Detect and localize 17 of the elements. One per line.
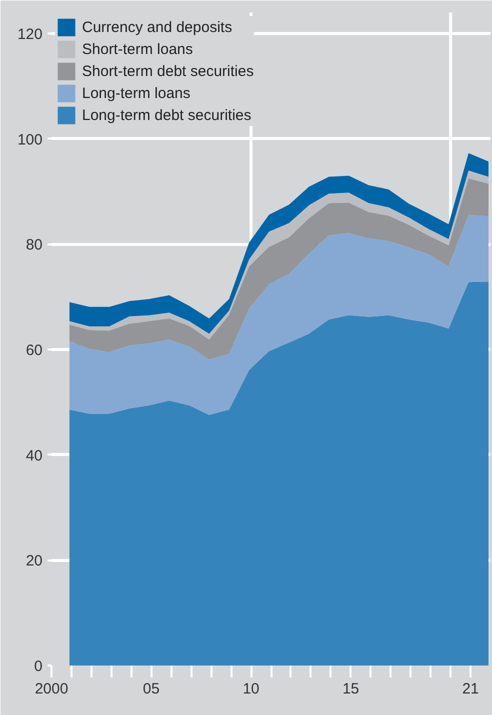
x-tick-label: 2000 — [34, 680, 68, 698]
y-tick-label: 100 — [17, 131, 43, 148]
y-tick-label: 120 — [17, 26, 43, 44]
legend-label: Currency and deposits — [82, 18, 232, 36]
x-tick-label: 15 — [342, 680, 360, 698]
y-tick-label: 0 — [34, 658, 42, 675]
legend-label: Short-term debt securities — [82, 62, 254, 80]
y-tick-label: 20 — [26, 552, 43, 570]
legend-label: Long-term debt securities — [82, 106, 252, 124]
legend-label: Short-term loans — [82, 40, 193, 58]
y-tick-label: 60 — [26, 342, 43, 360]
x-tick-label: 05 — [142, 680, 160, 698]
y-tick-label: 40 — [26, 447, 43, 464]
y-tick-label: 80 — [26, 236, 43, 254]
legend-label: Long-term loans — [82, 84, 190, 102]
x-tick-label: 21 — [462, 680, 479, 698]
x-tick-label: 10 — [242, 680, 260, 698]
